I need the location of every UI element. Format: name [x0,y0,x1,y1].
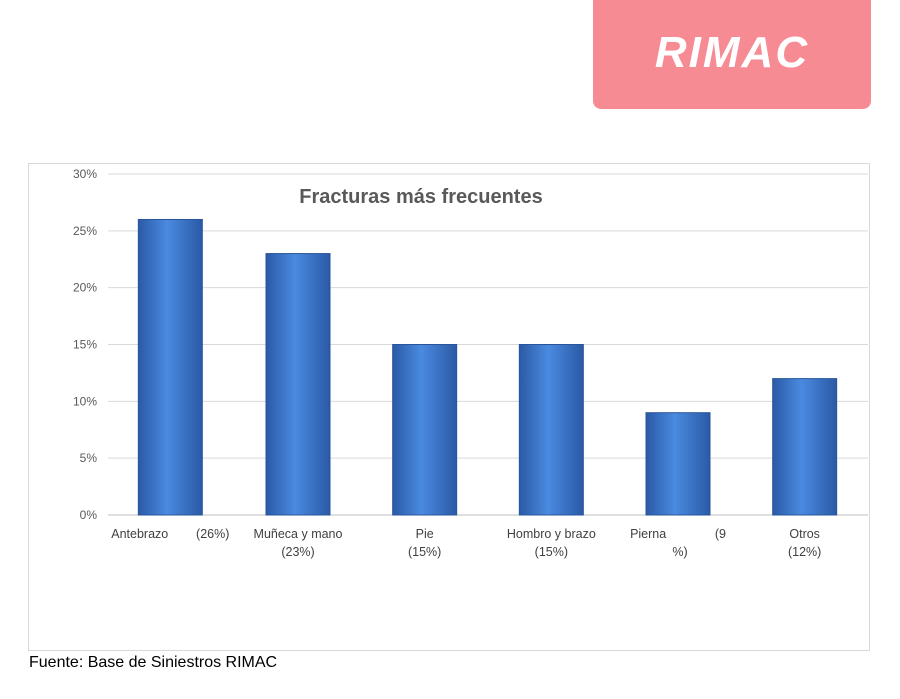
chart-frame [28,163,870,651]
y-tick-label: 0% [80,508,98,522]
x-tick-label: Pie [416,527,434,541]
chart-title: Fracturas más frecuentes [299,186,542,208]
x-tick-label: (15%) [408,545,441,559]
x-tick-label: (23%) [281,545,314,559]
bar [392,344,458,516]
y-tick-label: 10% [73,394,97,408]
y-tick-label: 20% [73,281,97,295]
bar [518,344,584,516]
x-tick-label: Antebrazo (26%) [111,527,229,541]
x-tick-label: %) [672,545,687,559]
rimac-logo: RIMAC [593,0,871,109]
source-note: Fuente: Base de Siniestros RIMAC [29,654,278,671]
bar [645,412,711,516]
x-tick-label: Pierna (9 [630,527,726,541]
y-tick-label: 30% [73,167,97,181]
y-tick-label: 25% [73,224,97,238]
bar [772,378,838,516]
bar [137,218,203,516]
logo-text: RIMAC [654,28,810,77]
bar [265,253,331,516]
y-tick-label: 15% [73,338,97,352]
x-tick-label: (15%) [535,545,568,559]
y-tick-label: 5% [80,451,98,465]
x-tick-label: Hombro y brazo [507,527,596,541]
x-tick-label: (12%) [788,545,821,559]
x-tick-label: Muñeca y mano [254,527,343,541]
x-tick-label: Otros [789,527,820,541]
